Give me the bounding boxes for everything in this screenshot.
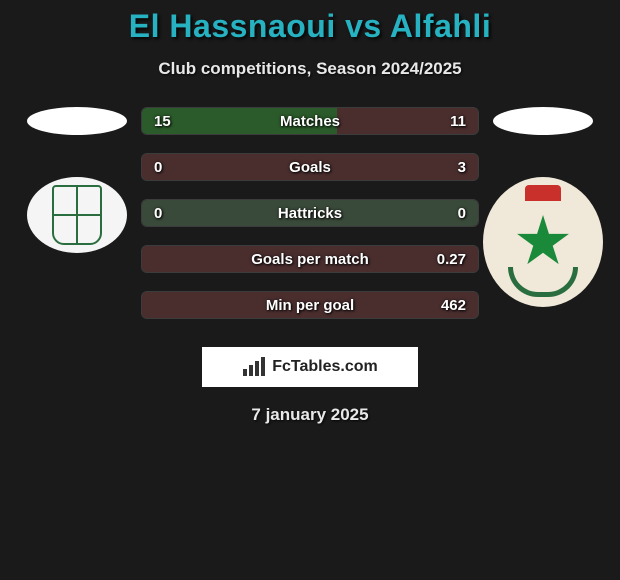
stat-right-value: 3 [458, 159, 466, 176]
stat-bar: Goals per match 0.27 [141, 245, 479, 273]
stat-bar: Min per goal 462 [141, 291, 479, 319]
page-title: El Hassnaoui vs Alfahli [0, 8, 620, 45]
right-player-col [483, 107, 603, 307]
brand-text: FcTables.com [272, 358, 378, 376]
left-player-col [17, 107, 137, 253]
rings-icon [508, 267, 578, 297]
stat-right-value: 11 [450, 113, 466, 130]
bar-chart-icon [242, 357, 266, 377]
stat-left-value: 0 [154, 159, 162, 176]
star-icon [516, 215, 570, 269]
date-label: 7 january 2025 [0, 405, 620, 425]
stat-left-value: 0 [154, 205, 162, 222]
comparison-row: 15 Matches 11 0 Goals 3 0 Hattricks 0 Goals per m… [0, 107, 620, 319]
left-flag [27, 107, 127, 135]
stat-right-value: 0 [458, 205, 466, 222]
subtitle: Club competitions, Season 2024/2025 [0, 59, 620, 79]
stat-label: Min per goal [266, 297, 354, 314]
stat-label: Goals [289, 159, 331, 176]
stat-bar: 15 Matches 11 [141, 107, 479, 135]
right-club-crest [483, 177, 603, 307]
stats-bars: 15 Matches 11 0 Goals 3 0 Hattricks 0 Goals per m… [137, 107, 483, 319]
stat-label: Goals per match [251, 251, 369, 268]
stat-right-value: 0.27 [437, 251, 466, 268]
stat-left-value: 15 [154, 113, 171, 130]
stat-right-value: 462 [441, 297, 466, 314]
brand-box: FcTables.com [202, 347, 418, 387]
shield-icon [52, 185, 102, 245]
left-club-crest [27, 177, 127, 253]
stat-label: Matches [280, 113, 340, 130]
right-flag [493, 107, 593, 135]
crown-icon [525, 185, 561, 201]
stat-label: Hattricks [278, 205, 342, 222]
stat-bar: 0 Hattricks 0 [141, 199, 479, 227]
stat-bar: 0 Goals 3 [141, 153, 479, 181]
